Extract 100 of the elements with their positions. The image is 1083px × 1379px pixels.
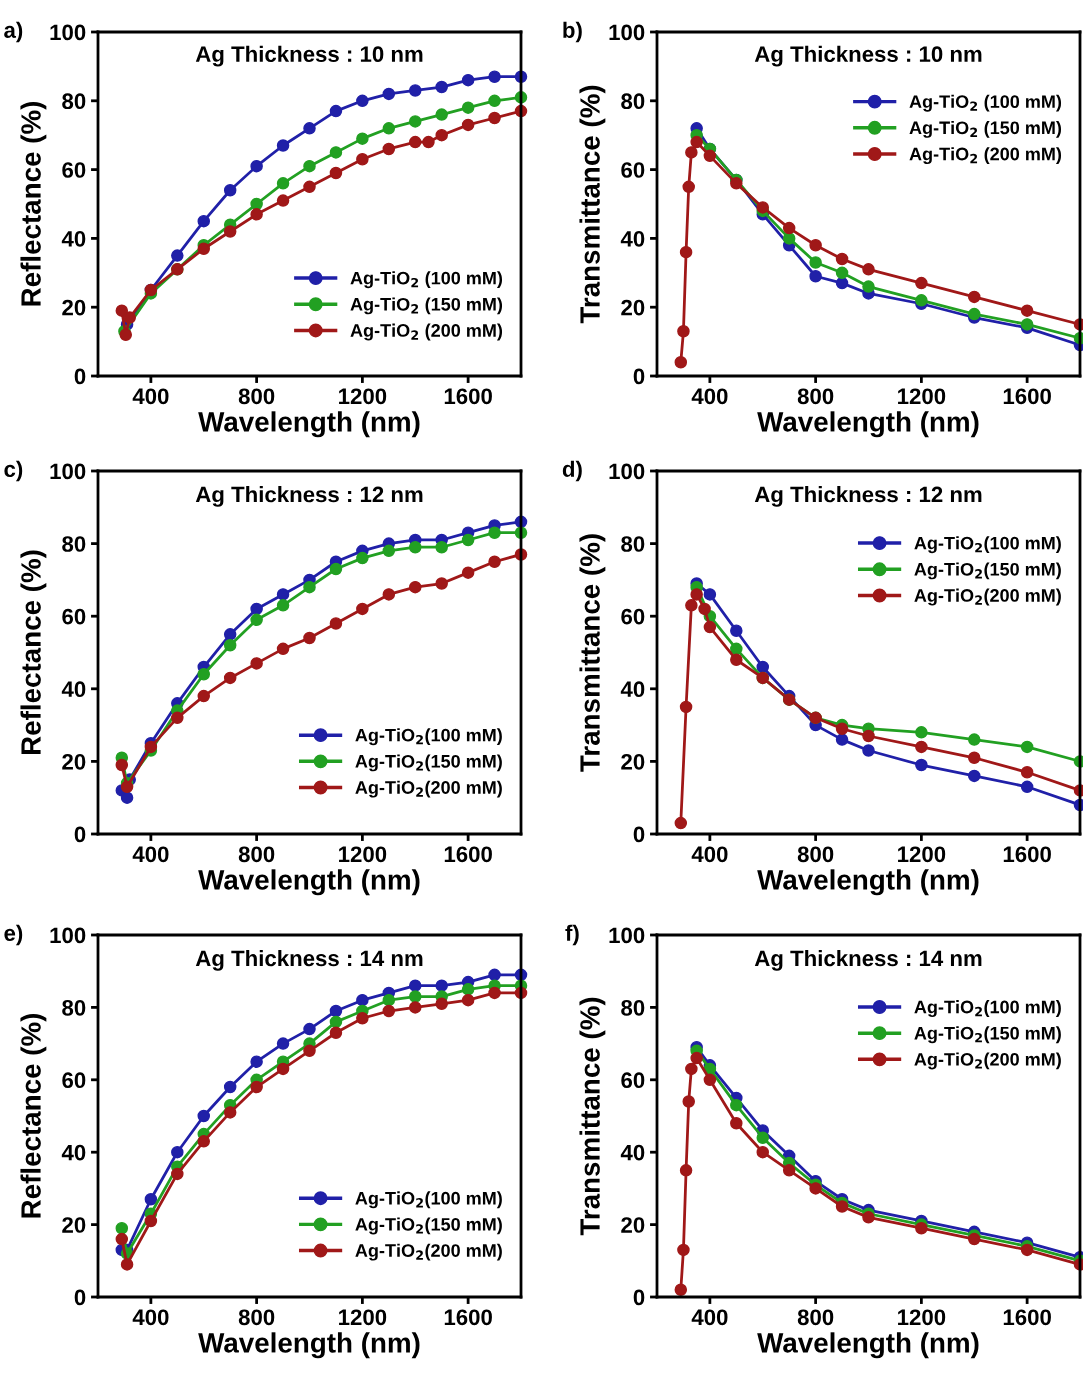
legend-label: Ag-TiO$_{2}$(100 mM) (914, 1000, 1061, 1018)
text: b) (563, 21, 582, 43)
text: Ag Thickness : 12 nm (754, 486, 982, 507)
x-tick-label: 800 (797, 388, 834, 405)
legend-label: Ag-TiO$_{2}$(100 mM) (914, 536, 1061, 554)
legend-label: Ag-TiO$_{2}$(200 mM) (355, 1243, 502, 1261)
y-tick-label: 40 (620, 230, 645, 247)
legend-label: Ag-TiO$_{2}$(150 mM) (914, 562, 1061, 580)
x-tick-label: 1600 (444, 388, 492, 405)
text: a) (4, 21, 23, 43)
legend-label: Ag-TiO$_{2}$(150 mM) (355, 754, 502, 772)
x-tick-label: 800 (238, 846, 275, 863)
y-tick-label: 100 (50, 927, 86, 944)
x-tick-label: 1600 (444, 1309, 492, 1326)
legend-label: Ag-TiO$_{2}$(100 mM) (355, 1191, 502, 1209)
y-tick-label: 20 (621, 1217, 645, 1233)
legend-label: Ag-TiO$_{2}$(150 mM) (355, 1217, 502, 1235)
x-tick-label: 1600 (1003, 388, 1051, 405)
y-tick-label: 20 (62, 299, 86, 316)
text: Ag Thickness : 14 nm (195, 949, 423, 971)
x-tick-label: 400 (132, 1309, 169, 1326)
y-tick-label: 80 (62, 999, 86, 1016)
y-tick-label: 60 (62, 1072, 86, 1089)
x-tick-label: 800 (238, 1309, 275, 1326)
y-tick-label: 100 (50, 24, 86, 41)
y-tick-label: 20 (62, 753, 86, 770)
x-tick-label: 400 (132, 846, 169, 863)
x-tick-label: 1600 (1003, 1309, 1051, 1326)
x-tick-label: 1200 (898, 1309, 946, 1326)
x-tick-label: 400 (691, 1309, 728, 1326)
x-tick-label: 800 (797, 1309, 834, 1326)
y-tick-label: 80 (621, 999, 645, 1016)
y-tick-label: 80 (62, 536, 86, 552)
y-tick-label: 80 (62, 93, 86, 110)
legend-label: Ag-TiO$_{2}$(200 mM) (355, 780, 502, 798)
y-tick-label: 0 (633, 826, 645, 843)
y-tick-label: 0 (74, 826, 86, 843)
y-axis-title: Transmittance (%) (579, 534, 606, 772)
y-axis-title: Transmittance (%) (579, 997, 606, 1236)
text: d) (562, 460, 582, 482)
y-tick-label: 0 (74, 1289, 86, 1306)
x-tick-label: 400 (691, 388, 728, 405)
y-tick-label: 100 (609, 463, 645, 480)
legend-label: Ag-TiO$_{2}$(200 mM) (914, 1052, 1061, 1070)
y-tick-label: 60 (621, 1072, 645, 1089)
y-tick-label: 40 (620, 1144, 645, 1161)
x-tick-label: 1200 (339, 846, 387, 863)
x-axis-title: Wavelength (nm) (198, 1332, 420, 1359)
y-tick-label: 40 (61, 230, 86, 247)
y-tick-label: 100 (609, 927, 645, 944)
y-tick-label: 80 (621, 93, 645, 110)
legend-label: Ag-TiO$_{2}$(100 mM) (355, 728, 502, 746)
y-tick-label: 0 (633, 368, 645, 385)
y-axis-title: Reflectance (%) (20, 550, 47, 755)
y-tick-label: 40 (61, 681, 86, 698)
x-axis-title: Wavelength (nm) (757, 869, 979, 896)
y-tick-label: 60 (621, 162, 645, 178)
text: Ag Thickness : 10 nm (754, 45, 982, 67)
legend-label: Ag-TiO$_{2}$ (150 mM) (909, 120, 1062, 138)
y-tick-label: 20 (621, 753, 645, 770)
y-tick-label: 60 (62, 162, 86, 178)
x-tick-label: 800 (238, 388, 275, 405)
text: f) (565, 924, 579, 946)
legend-label: Ag-TiO$_{2}$ (150 mM) (350, 297, 503, 315)
x-tick-label: 800 (797, 846, 834, 863)
text: Ag Thickness : 14 nm (754, 949, 982, 971)
legend-label: Ag-TiO$_{2}$ (200 mM) (350, 323, 503, 341)
x-tick-label: 1200 (339, 1309, 387, 1326)
text: c) (4, 460, 23, 482)
legend-label: Ag-TiO$_{2}$ (100 mM) (909, 94, 1062, 112)
y-axis-title: Transmittance (%) (579, 85, 606, 324)
y-tick-label: 20 (62, 1217, 86, 1233)
x-tick-label: 400 (132, 388, 169, 405)
y-tick-label: 60 (621, 608, 645, 625)
text: e) (4, 924, 23, 946)
x-tick-label: 400 (691, 846, 728, 863)
x-tick-label: 1200 (898, 846, 946, 863)
x-tick-label: 1600 (1003, 846, 1051, 863)
legend-label: Ag-TiO$_{2}$ (200 mM) (909, 147, 1062, 165)
text: Ag Thickness : 10 nm (195, 45, 423, 67)
x-axis-title: Wavelength (nm) (757, 411, 979, 438)
legend-label: Ag-TiO$_{2}$(150 mM) (914, 1026, 1061, 1044)
y-tick-label: 60 (62, 608, 86, 625)
y-axis-title: Reflectance (%) (20, 1013, 47, 1218)
x-axis-title: Wavelength (nm) (198, 411, 420, 438)
legend-label: Ag-TiO$_{2}$ (100 mM) (350, 271, 503, 289)
legend-label: Ag-TiO$_{2}$(200 mM) (914, 588, 1061, 606)
x-tick-label: 1200 (339, 388, 387, 405)
y-tick-label: 40 (61, 1144, 86, 1161)
y-tick-label: 0 (74, 368, 86, 385)
y-tick-label: 80 (621, 536, 645, 552)
y-tick-label: 100 (50, 463, 86, 480)
x-axis-title: Wavelength (nm) (198, 869, 420, 896)
y-axis-title: Reflectance (%) (20, 101, 47, 306)
y-tick-label: 100 (609, 24, 645, 41)
text: Ag Thickness : 12 nm (195, 486, 423, 507)
y-tick-label: 20 (621, 299, 645, 316)
x-axis-title: Wavelength (nm) (757, 1332, 979, 1359)
x-tick-label: 1600 (444, 846, 492, 863)
x-tick-label: 1200 (898, 388, 946, 405)
